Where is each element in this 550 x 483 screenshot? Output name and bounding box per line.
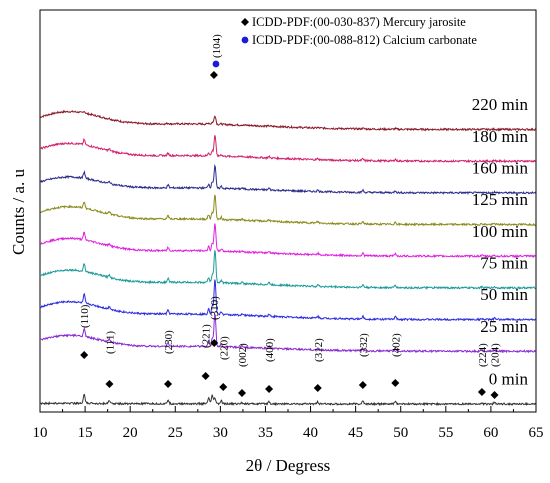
y-axis-title: Counts / a. u xyxy=(9,169,28,255)
x-tick-label: 20 xyxy=(123,425,138,441)
series-line xyxy=(39,164,537,196)
jarosite-marker xyxy=(80,351,89,359)
series-label: 180 min xyxy=(472,127,529,146)
legend-label: ICDD-PDF:(00-088-812) Calcium carbonate xyxy=(252,33,477,47)
series-line xyxy=(39,135,536,164)
series-label: 160 min xyxy=(472,158,529,177)
legend-label: ICDD-PDF:(00-030-837) Mercury jarosite xyxy=(252,15,466,29)
peak-hkl-label: (220) xyxy=(218,336,230,360)
jarosite-marker xyxy=(201,372,210,380)
x-tick-label: 15 xyxy=(78,425,93,441)
series-line xyxy=(39,194,537,227)
x-tick-label: 60 xyxy=(483,425,498,441)
series-label: 25 min xyxy=(480,317,528,336)
peak-hkl-label: (110) xyxy=(79,304,91,328)
series-line xyxy=(39,393,537,407)
x-tick-label: 25 xyxy=(168,425,183,441)
peak-hkl-label: (402) xyxy=(390,333,402,357)
legend-circle-icon xyxy=(241,36,249,44)
jarosite-marker xyxy=(164,380,173,388)
peak-hkl-label: (204) xyxy=(490,343,502,367)
x-tick-label: 65 xyxy=(529,425,544,441)
jarosite-marker xyxy=(358,381,367,389)
x-tick-label: 35 xyxy=(258,425,273,441)
x-axis-title: 2θ / Degress xyxy=(246,456,331,475)
x-tick-label: 45 xyxy=(348,425,363,441)
jarosite-marker xyxy=(219,383,228,391)
jarosite-marker xyxy=(490,391,499,399)
peak-hkl-label: (332) xyxy=(358,333,370,357)
legend-diamond-icon xyxy=(241,18,249,26)
peak-hkl-label: (310) xyxy=(209,296,221,320)
peak-hkl-label: (104) xyxy=(211,34,223,58)
annotation-layer: (110) (111) (230) (221) (310) (220) (002) (400)… xyxy=(79,34,502,399)
jarosite-marker xyxy=(313,384,322,392)
jarosite-marker xyxy=(391,379,400,387)
jarosite-marker xyxy=(209,71,218,79)
series-label: 125 min xyxy=(472,190,529,209)
jarosite-marker xyxy=(477,388,486,396)
series-label: 50 min xyxy=(480,285,528,304)
x-tick-label: 55 xyxy=(438,425,453,441)
series-line xyxy=(39,250,536,291)
peak-hkl-label: (221) xyxy=(201,324,213,348)
jarosite-marker xyxy=(105,380,114,388)
series-layer: 220 min 180 min 160 min 125 min 100 min 75 mi… xyxy=(39,95,537,407)
series-line xyxy=(39,223,536,259)
x-tick-label: 40 xyxy=(303,425,318,441)
series-label: 220 min xyxy=(472,95,529,114)
jarosite-marker xyxy=(210,339,219,347)
x-tick-label: 50 xyxy=(393,425,408,441)
series-label: 75 min xyxy=(480,254,528,273)
series-label: 100 min xyxy=(472,222,529,241)
peak-hkl-label: (230) xyxy=(163,330,175,354)
peak-hkl-label: (002) xyxy=(237,343,249,367)
x-tick-label: 10 xyxy=(33,425,48,441)
series-line xyxy=(39,312,537,354)
jarosite-marker xyxy=(265,385,274,393)
peak-hkl-label: (224) xyxy=(477,343,489,367)
x-axis: 10 15 20 25 30 35 40 45 50 55 60 65 xyxy=(33,406,544,441)
legend: ICDD-PDF:(00-030-837) Mercury jarosite IC… xyxy=(241,15,477,47)
series-label: 0 min xyxy=(489,370,529,389)
peak-hkl-label: (400) xyxy=(264,338,276,362)
peak-hkl-label: (312) xyxy=(313,338,325,362)
series-line xyxy=(39,109,537,132)
peak-hkl-label: (111) xyxy=(104,331,116,354)
series-line xyxy=(39,279,536,322)
x-tick-label: 30 xyxy=(213,425,228,441)
jarosite-marker xyxy=(238,389,247,397)
calcite-marker xyxy=(212,60,220,68)
